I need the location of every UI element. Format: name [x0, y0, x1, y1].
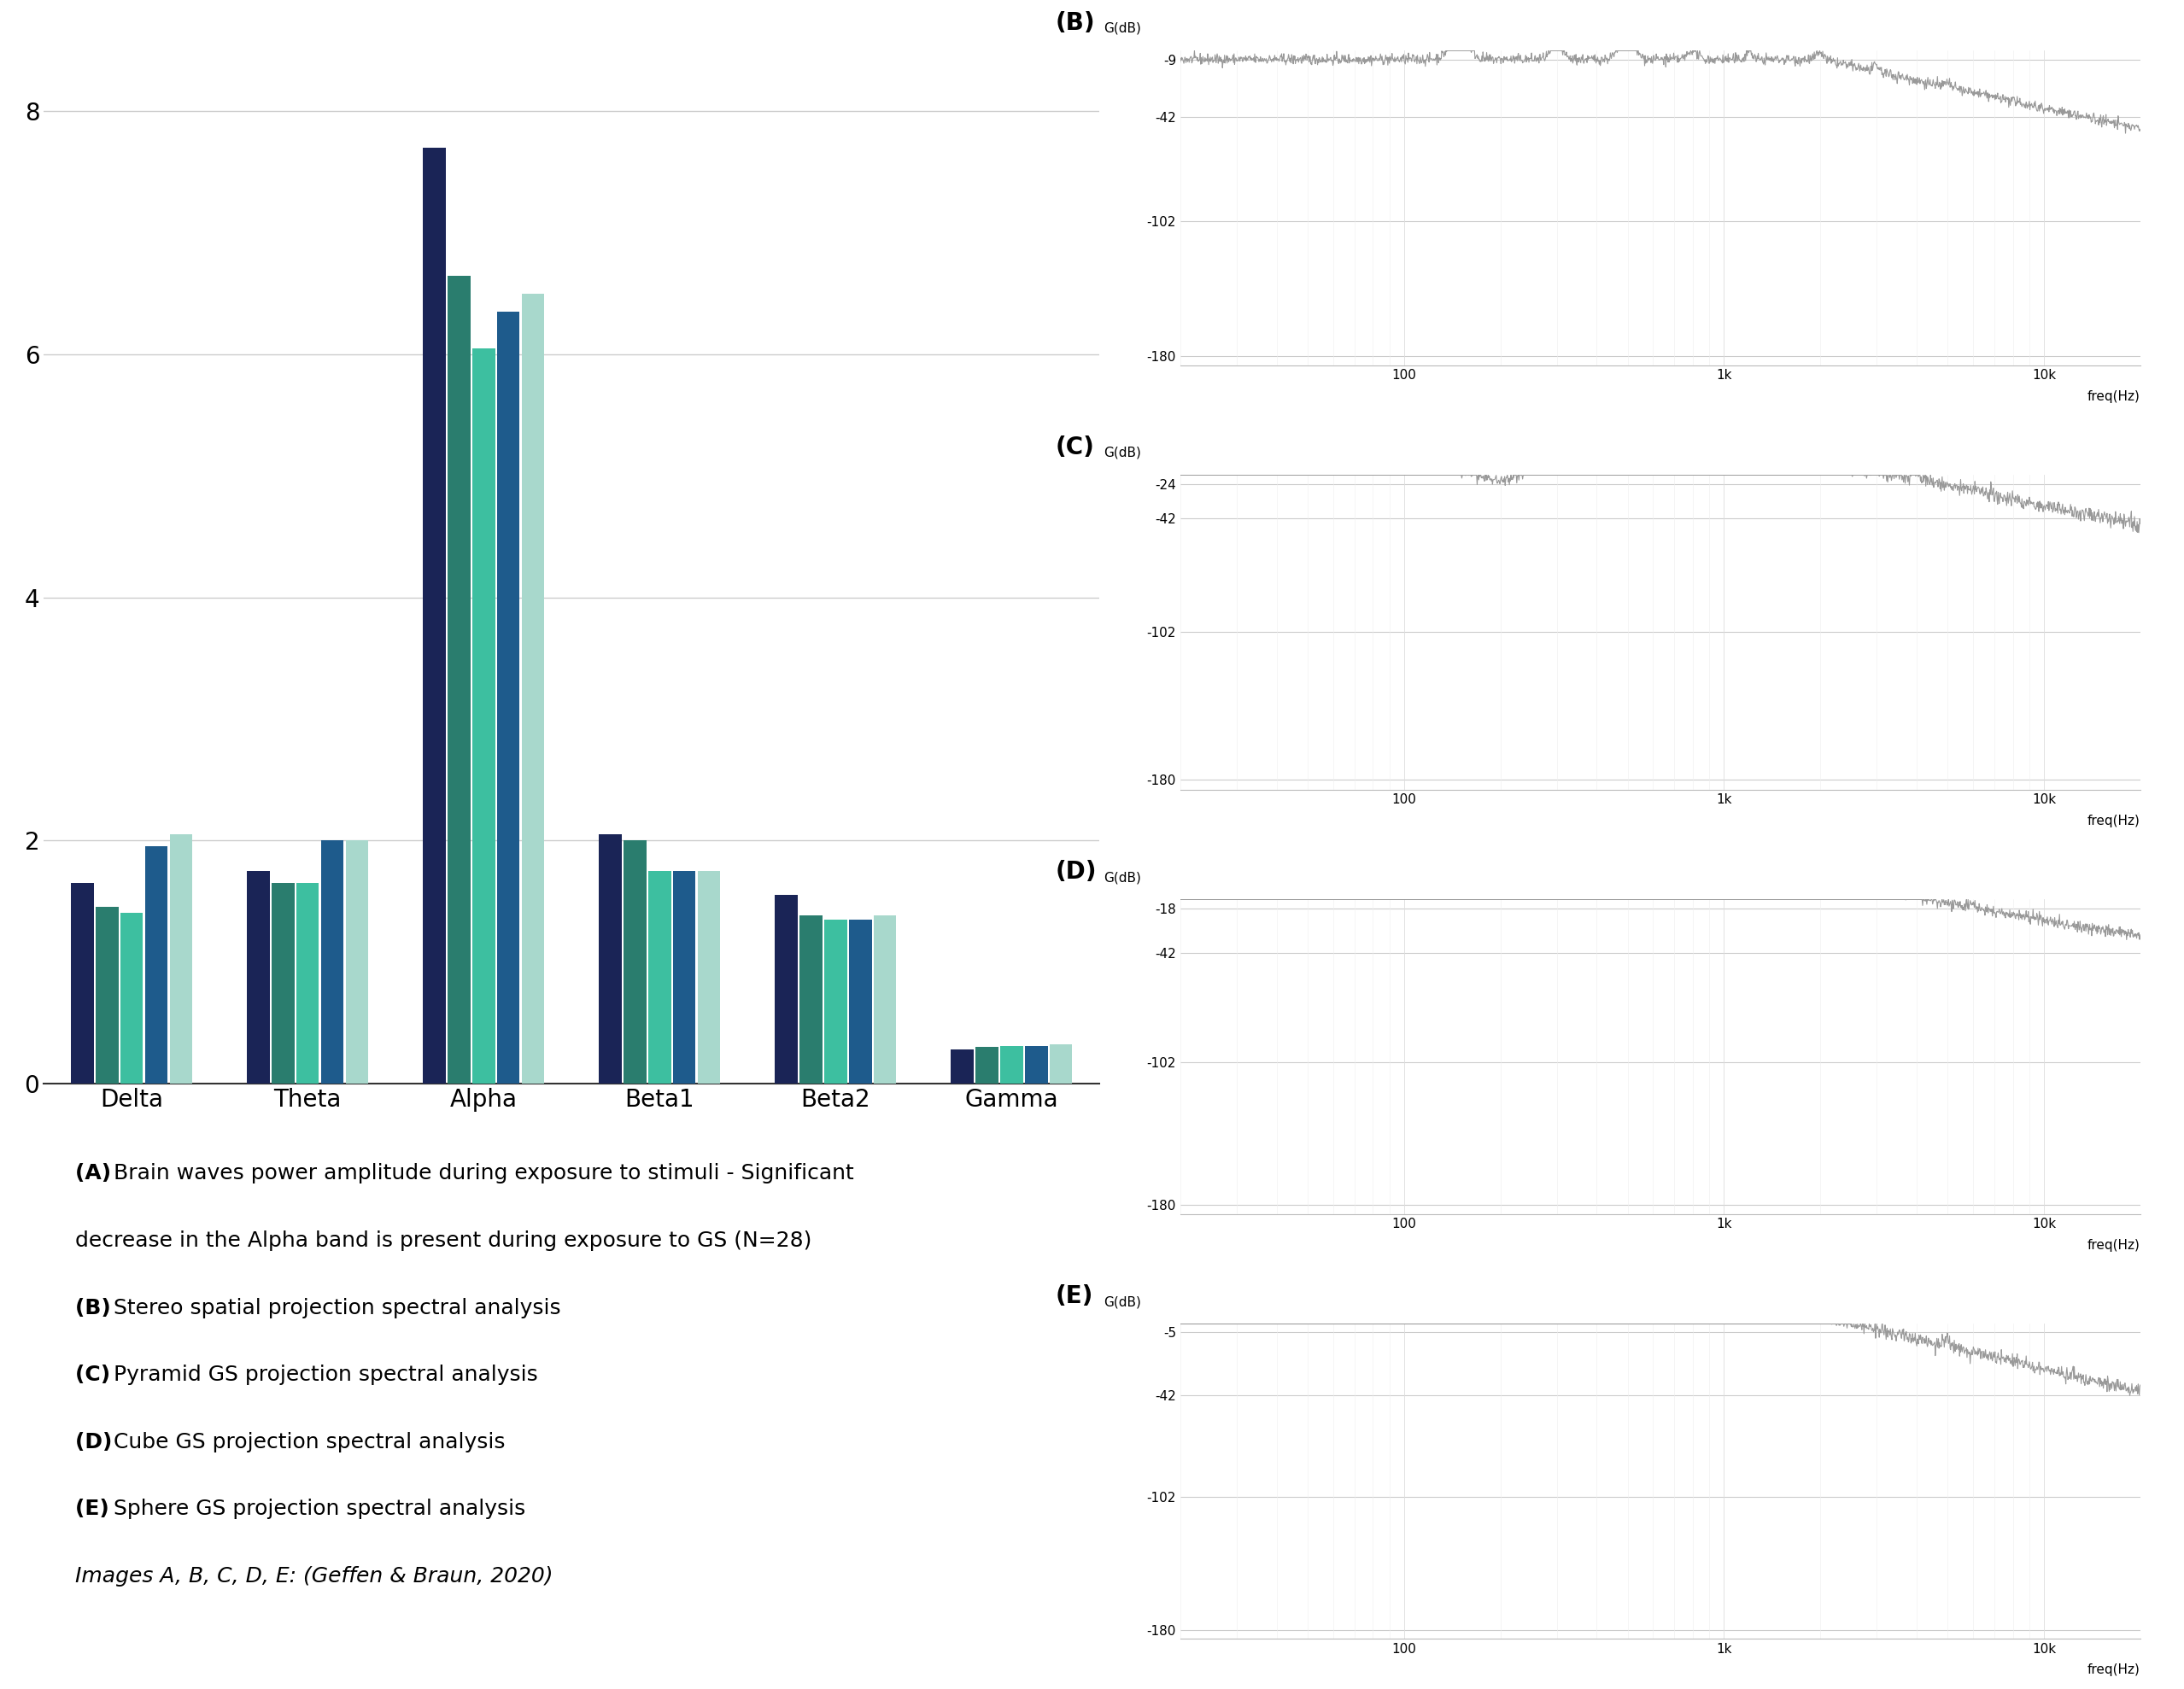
- Bar: [976, 1047, 998, 1083]
- Bar: [1000, 1045, 1022, 1083]
- Text: (E): (E): [1055, 1284, 1094, 1309]
- Bar: [850, 919, 871, 1083]
- Bar: [448, 275, 470, 1083]
- Bar: [345, 841, 369, 1083]
- Bar: [598, 834, 622, 1083]
- Bar: [697, 872, 721, 1083]
- Text: Cube GS projection spectral analysis: Cube GS projection spectral analysis: [114, 1432, 505, 1453]
- Text: decrease in the Alpha band is present during exposure to GS (N=28): decrease in the Alpha band is present du…: [76, 1231, 812, 1252]
- Bar: [1024, 1045, 1048, 1083]
- Bar: [775, 895, 797, 1083]
- Text: G(dB): G(dB): [1103, 446, 1140, 459]
- Bar: [950, 1049, 974, 1083]
- Bar: [96, 907, 118, 1083]
- Bar: [625, 841, 646, 1083]
- Bar: [271, 883, 295, 1083]
- Bar: [424, 149, 446, 1083]
- Text: Brain waves power amplitude during exposure to stimuli - Significant: Brain waves power amplitude during expos…: [114, 1164, 854, 1184]
- Text: (B): (B): [1055, 12, 1096, 35]
- Bar: [799, 915, 823, 1083]
- Text: freq(Hz): freq(Hz): [2088, 1664, 2140, 1675]
- Text: G(dB): G(dB): [1103, 872, 1140, 883]
- Text: G(dB): G(dB): [1103, 22, 1140, 35]
- Text: Sphere GS projection spectral analysis: Sphere GS projection spectral analysis: [114, 1498, 526, 1520]
- Text: Stereo spatial projection spectral analysis: Stereo spatial projection spectral analy…: [114, 1297, 561, 1317]
- Bar: [170, 834, 192, 1083]
- Text: (B): (B): [76, 1297, 118, 1317]
- Bar: [673, 872, 697, 1083]
- Bar: [144, 846, 168, 1083]
- Text: freq(Hz): freq(Hz): [2088, 814, 2140, 828]
- Text: Pyramid GS projection spectral analysis: Pyramid GS projection spectral analysis: [114, 1365, 537, 1385]
- Bar: [1051, 1044, 1072, 1083]
- Bar: [522, 294, 544, 1083]
- Bar: [297, 883, 319, 1083]
- Text: freq(Hz): freq(Hz): [2088, 390, 2140, 404]
- Text: (D): (D): [76, 1432, 120, 1453]
- Bar: [823, 919, 847, 1083]
- Text: (C): (C): [76, 1365, 118, 1385]
- Text: (E): (E): [76, 1498, 116, 1520]
- Bar: [874, 915, 895, 1083]
- Text: (A): (A): [76, 1164, 118, 1184]
- Text: (C): (C): [1055, 436, 1094, 459]
- Bar: [498, 312, 520, 1083]
- Bar: [321, 841, 343, 1083]
- Text: freq(Hz): freq(Hz): [2088, 1240, 2140, 1252]
- Bar: [472, 348, 496, 1083]
- Bar: [247, 872, 271, 1083]
- Text: Images A, B, C, D, E: (Geffen & Braun, 2020): Images A, B, C, D, E: (Geffen & Braun, 2…: [76, 1566, 553, 1586]
- Text: (D): (D): [1055, 860, 1096, 883]
- Bar: [120, 914, 142, 1083]
- Bar: [72, 883, 94, 1083]
- Text: G(dB): G(dB): [1103, 1295, 1140, 1309]
- Bar: [649, 872, 670, 1083]
